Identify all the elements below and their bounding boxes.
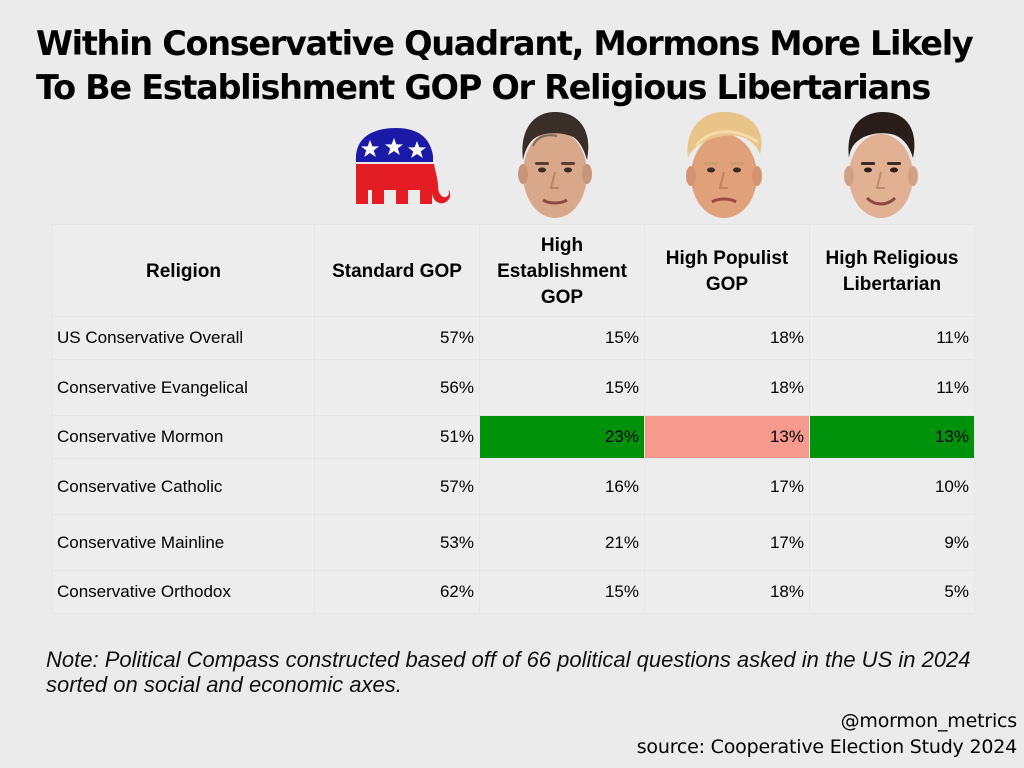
value-cell-high-establishment-gop: 16% [479, 458, 645, 515]
column-header-high-religious-libertarian: High Religious Libertarian [809, 224, 975, 317]
table-row: Conservative Evangelical 56% 15% 18% 11% [52, 359, 975, 416]
value-cell-high-populist-gop: 18% [644, 570, 810, 614]
column-header-line: Religion [146, 261, 221, 282]
religion-cell: Conservative Mormon [52, 415, 315, 459]
value-cell-standard-gop: 57% [314, 316, 480, 360]
value-cell-high-populist-gop: 17% [644, 514, 810, 571]
column-header-line: High Populist [665, 248, 789, 269]
table-header-row: Religion Standard GOP High Establishment GOP… [52, 224, 975, 317]
column-header-line: GOP [705, 274, 749, 295]
value-cell-high-establishment-gop: 15% [479, 316, 645, 360]
value-cell-high-establishment-gop: 23% [479, 415, 645, 459]
column-header-line: GOP [540, 287, 584, 308]
religion-gop-table: Religion Standard GOP High Establishment GOP… [52, 224, 975, 614]
romney-portrait-icon [518, 112, 592, 218]
column-header-line: Establishment [497, 261, 627, 282]
value-cell-high-populist-gop: 18% [644, 316, 810, 360]
value-cell-high-establishment-gop: 15% [479, 570, 645, 614]
column-header-line: Libertarian [842, 274, 942, 295]
data-source: source: Cooperative Election Study 2024 [636, 736, 1017, 758]
table-body: US Conservative Overall 57% 15% 18% 11% Conse… [52, 316, 975, 614]
religion-cell: US Conservative Overall [52, 316, 315, 360]
religion-cell: Conservative Mainline [52, 514, 315, 571]
value-cell-standard-gop: 51% [314, 415, 480, 459]
value-cell-high-religious-libertarian: 9% [809, 514, 975, 571]
table-row: Conservative Catholic 57% 16% 17% 10% [52, 458, 975, 515]
column-header-standard-gop: Standard GOP [314, 224, 480, 317]
table-row: Conservative Mainline 53% 21% 17% 9% [52, 514, 975, 571]
column-header-high-establishment-gop: High Establishment GOP [479, 224, 645, 317]
value-cell-standard-gop: 53% [314, 514, 480, 571]
column-header-religion: Religion [52, 224, 315, 317]
value-cell-high-populist-gop: 13% [644, 415, 810, 459]
value-cell-standard-gop: 57% [314, 458, 480, 515]
religion-cell: Conservative Catholic [52, 458, 315, 515]
value-cell-high-populist-gop: 18% [644, 359, 810, 416]
column-header-line: High [540, 235, 584, 256]
column-header-line: High Religious [825, 248, 959, 269]
value-cell-high-religious-libertarian: 5% [809, 570, 975, 614]
column-header-high-populist-gop: High Populist GOP [644, 224, 810, 317]
gop-elephant-icon [355, 128, 450, 204]
value-cell-high-religious-libertarian: 11% [809, 359, 975, 416]
value-cell-standard-gop: 62% [314, 570, 480, 614]
value-cell-standard-gop: 56% [314, 359, 480, 416]
table-row: Conservative Mormon 51% 23% 13% 13% [52, 415, 975, 459]
author-handle: @mormon_metrics [840, 710, 1018, 732]
methodology-note: Note: Political Compass constructed base… [46, 647, 971, 697]
value-cell-high-religious-libertarian: 13% [809, 415, 975, 459]
value-cell-high-religious-libertarian: 11% [809, 316, 975, 360]
chart-title-line-1: Within Conservative Quadrant, Mormons Mo… [36, 24, 974, 63]
chart-title-line-2: To Be Establishment GOP Or Religious Lib… [36, 68, 931, 107]
table-row: Conservative Orthodox 62% 15% 18% 5% [52, 570, 975, 614]
value-cell-high-religious-libertarian: 10% [809, 458, 975, 515]
value-cell-high-establishment-gop: 15% [479, 359, 645, 416]
trump-portrait-icon [686, 111, 762, 218]
religion-cell: Conservative Orthodox [52, 570, 315, 614]
religion-cell: Conservative Evangelical [52, 359, 315, 416]
lee-portrait-icon [844, 112, 918, 218]
chart-title: Within Conservative Quadrant, Mormons Mo… [36, 22, 996, 110]
value-cell-high-populist-gop: 17% [644, 458, 810, 515]
value-cell-high-establishment-gop: 21% [479, 514, 645, 571]
table-row: US Conservative Overall 57% 15% 18% 11% [52, 316, 975, 360]
column-header-line: Standard GOP [332, 261, 462, 282]
